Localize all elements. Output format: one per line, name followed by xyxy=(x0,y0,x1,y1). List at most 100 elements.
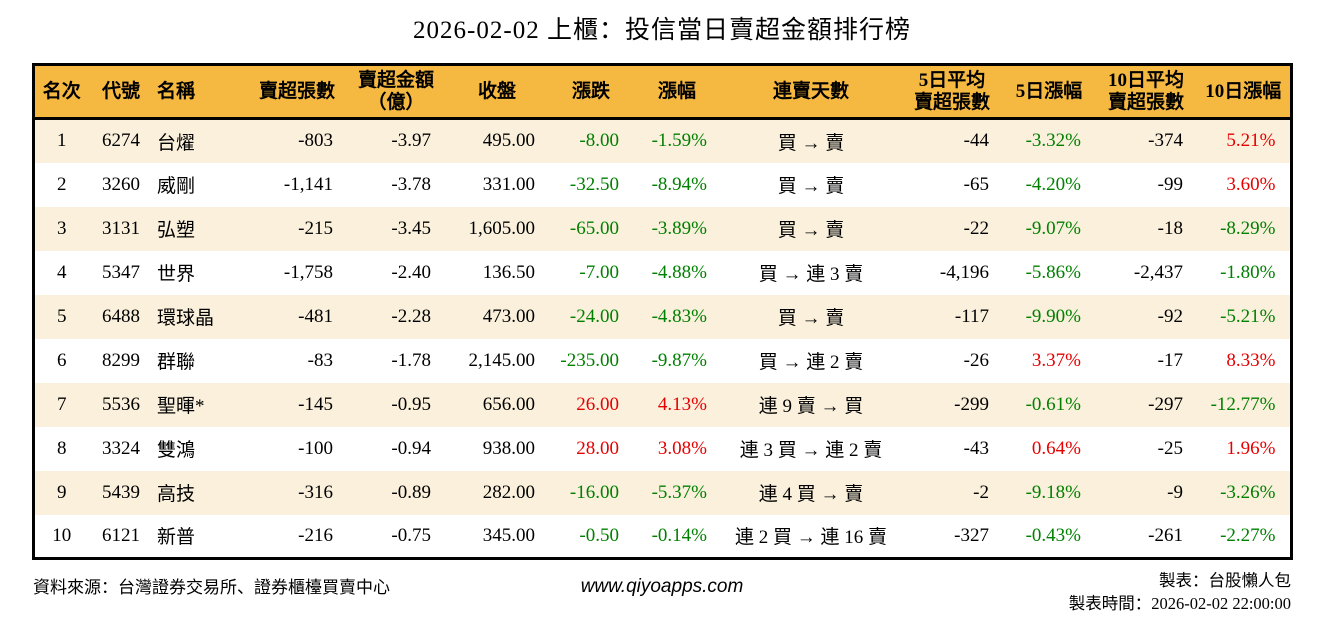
cell-change-pct: -4.88% xyxy=(651,261,707,283)
cell-streak: 連 2 買 → 連 16 賣 xyxy=(734,527,887,549)
cell-code: 6488 xyxy=(102,305,140,327)
cell-avg5-sold: -22 xyxy=(963,217,989,239)
cell-sold-shares: -1,758 xyxy=(283,261,333,283)
cell-close: 331.00 xyxy=(482,173,535,195)
cell-name: 台燿 xyxy=(157,132,196,154)
table-body: 1 6274 台燿 -803 -3.97 495.00 -8.00 -1.59% 買 → 賣 -4… xyxy=(33,118,1291,559)
cell-avg10-sold: -92 xyxy=(1157,305,1183,327)
cell-sold-amount: -3.78 xyxy=(391,173,431,195)
cell-rank: 6 xyxy=(57,349,67,371)
table-row: 1 6274 台燿 -803 -3.97 495.00 -8.00 -1.59% 買 → 賣 -4… xyxy=(33,118,1291,163)
cell-pct10: -8.29% xyxy=(1220,217,1276,239)
cell-rank: 3 xyxy=(57,217,67,239)
cell-avg10-sold: -261 xyxy=(1148,524,1183,546)
cell-streak: 買 → 連 2 賣 xyxy=(758,352,864,373)
cell-streak: 買 → 賣 xyxy=(777,132,845,154)
cell-sold-shares: -216 xyxy=(298,524,333,546)
cell-pct5: -0.61% xyxy=(1025,393,1081,415)
cell-sold-shares: -316 xyxy=(298,481,333,503)
cell-sold-amount: -0.95 xyxy=(391,393,431,415)
cell-pct5: -9.90% xyxy=(1025,305,1081,327)
cell-streak: 連 9 賣 → 買 xyxy=(758,396,864,417)
cell-code: 6274 xyxy=(102,130,140,152)
cell-avg5-sold: -299 xyxy=(954,393,989,415)
table-row: 7 5536 聖暉* -145 -0.95 656.00 26.00 4.13% 連 9 賣 →… xyxy=(33,382,1291,427)
cell-pct5: 3.37% xyxy=(1031,349,1081,371)
col-header-sold-amount: 賣超金額 （億） xyxy=(347,64,445,120)
cell-change-pct: 3.08% xyxy=(657,437,707,459)
table-row: 10 6121 新普 -216 -0.75 345.00 -0.50 -0.14% 連 2 買 … xyxy=(33,515,1291,559)
col-header-close: 收盤 xyxy=(445,64,549,120)
cell-sold-amount: -0.94 xyxy=(391,437,431,459)
cell-change-pct: -8.94% xyxy=(651,173,707,195)
cell-rank: 2 xyxy=(57,173,67,195)
cell-rank: 5 xyxy=(57,305,67,327)
cell-change-pct: -1.59% xyxy=(651,130,707,152)
cell-avg10-sold: -9 xyxy=(1167,481,1183,503)
cell-streak: 買 → 賣 xyxy=(777,308,845,329)
cell-name: 群聯 xyxy=(157,352,196,373)
cell-pct10: -1.80% xyxy=(1220,261,1276,283)
cell-pct5: -5.86% xyxy=(1025,261,1081,283)
cell-sold-amount: -2.28 xyxy=(391,305,431,327)
data-source-note: 資料來源：台灣證券交易所、證券櫃檯買賣中心 xyxy=(33,578,390,597)
cell-pct5: -4.20% xyxy=(1025,173,1081,195)
cell-pct10: 3.60% xyxy=(1226,173,1276,195)
cell-sold-shares: -803 xyxy=(298,130,333,152)
cell-rank: 7 xyxy=(57,393,67,415)
cell-avg5-sold: -327 xyxy=(954,524,989,546)
maker-info: 製表：台股懶人包 製表時間：2026-02-02 22:00:00 xyxy=(1069,569,1291,615)
cell-sold-amount: -2.40 xyxy=(391,261,431,283)
col-header-code: 代號 xyxy=(89,64,153,120)
cell-pct10: 1.96% xyxy=(1226,437,1276,459)
cell-pct10: -5.21% xyxy=(1220,305,1276,327)
cell-code: 6121 xyxy=(102,524,140,546)
cell-name: 世界 xyxy=(157,264,196,285)
cell-change-pct: -4.83% xyxy=(651,305,707,327)
cell-change-pct: 4.13% xyxy=(657,393,707,415)
cell-streak: 買 → 賣 xyxy=(777,176,845,197)
header-row: 名次 代號 名稱 賣超張數 賣超金額 （億） 收盤 漲跌 漲幅 連賣天數 5日平均 賣超張數 5日漲… xyxy=(33,64,1291,120)
cell-pct5: 0.64% xyxy=(1031,437,1081,459)
table-row: 2 3260 威剛 -1,141 -3.78 331.00 -32.50 -8.94% 買 → … xyxy=(33,163,1291,207)
cell-avg5-sold: -2 xyxy=(973,481,989,503)
col-header-streak: 連賣天數 xyxy=(721,64,901,120)
cell-avg10-sold: -17 xyxy=(1157,349,1183,371)
cell-close: 656.00 xyxy=(482,393,535,415)
cell-avg10-sold: -374 xyxy=(1148,130,1183,152)
cell-close: 473.00 xyxy=(482,305,535,327)
col-header-pct10: 10日漲幅 xyxy=(1197,64,1291,120)
cell-rank: 4 xyxy=(57,261,67,283)
cell-close: 1,605.00 xyxy=(468,217,536,239)
cell-name: 高技 xyxy=(157,484,196,505)
ranking-table: 名次 代號 名稱 賣超張數 賣超金額 （億） 收盤 漲跌 漲幅 連賣天數 5日平均 賣超張數 5日漲… xyxy=(31,63,1293,560)
col-header-name: 名稱 xyxy=(153,64,247,120)
page-title: 2026-02-02 上櫃：投信當日賣超金額排行榜 xyxy=(413,17,911,44)
cell-change-pct: -9.87% xyxy=(651,349,707,371)
cell-name: 新普 xyxy=(157,527,196,549)
cell-pct10: 5.21% xyxy=(1226,130,1276,152)
cell-avg10-sold: -18 xyxy=(1157,217,1183,239)
col-header-sold-shares: 賣超張數 xyxy=(247,64,347,120)
cell-pct10: -12.77% xyxy=(1210,393,1276,415)
made-time: 製表時間：2026-02-02 22:00:00 xyxy=(1068,594,1291,613)
cell-sold-shares: -1,141 xyxy=(283,173,333,195)
cell-change: 26.00 xyxy=(576,393,619,415)
footer: 資料來源：台灣證券交易所、證券櫃檯買賣中心 www.qiyoapps.com 製… xyxy=(33,569,1291,615)
cell-change: 28.00 xyxy=(576,437,619,459)
cell-avg5-sold: -44 xyxy=(963,130,989,152)
cell-name: 聖暉* xyxy=(157,396,205,417)
cell-streak: 連 3 買 → 連 2 賣 xyxy=(739,440,883,461)
cell-change-pct: -3.89% xyxy=(651,217,707,239)
cell-streak: 連 4 買 → 賣 xyxy=(758,484,864,505)
cell-avg10-sold: -2,437 xyxy=(1133,261,1183,283)
cell-pct5: -0.43% xyxy=(1025,524,1081,546)
cell-sold-shares: -145 xyxy=(298,393,333,415)
cell-sold-shares: -83 xyxy=(307,349,333,371)
cell-close: 938.00 xyxy=(482,437,535,459)
website-url: www.qiyoapps.com xyxy=(580,576,744,597)
cell-name: 雙鴻 xyxy=(157,440,196,461)
cell-pct5: -3.32% xyxy=(1025,130,1081,152)
cell-change: -32.50 xyxy=(569,173,619,195)
cell-avg10-sold: -25 xyxy=(1157,437,1183,459)
